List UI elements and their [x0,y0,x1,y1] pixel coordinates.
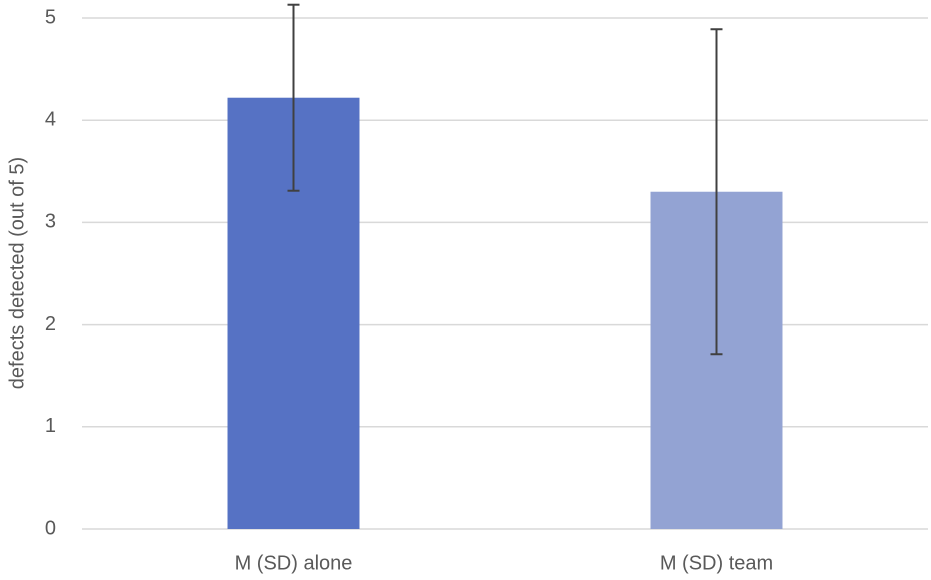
y-tick-label: 1 [45,415,56,437]
x-tick-label: M (SD) team [660,552,773,574]
y-tick-label: 4 [45,108,56,130]
y-tick-label: 3 [45,211,56,233]
y-axis-label: defects detected (out of 5) [6,157,28,389]
y-tick-label: 0 [45,517,56,539]
y-tick-label: 2 [45,313,56,335]
x-tick-label: M (SD) alone [235,552,353,574]
y-tick-label: 5 [45,6,56,28]
